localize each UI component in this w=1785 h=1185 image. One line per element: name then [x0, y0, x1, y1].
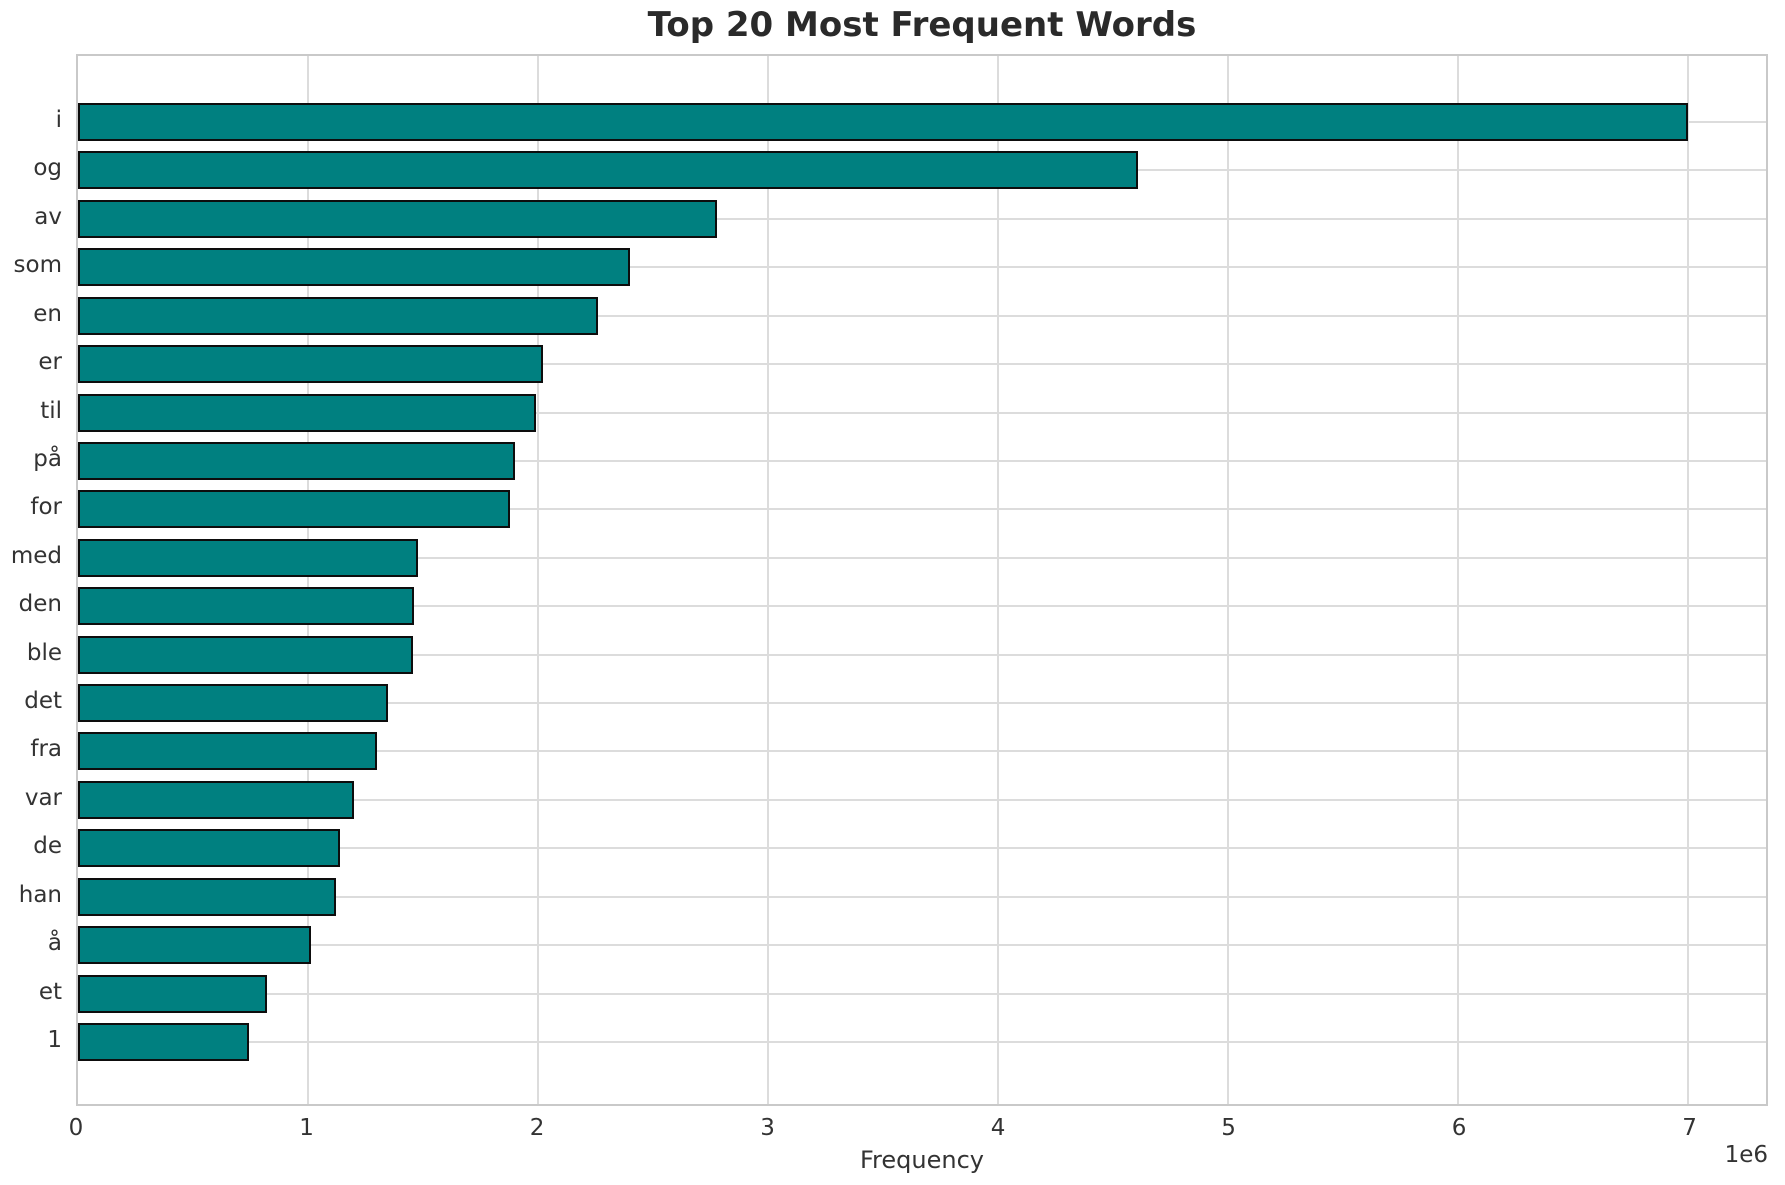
bar-fra	[78, 732, 377, 771]
y-tick-label: for	[30, 494, 62, 521]
y-tick-label: er	[38, 349, 62, 376]
y-tick-label: av	[34, 203, 62, 230]
gridline-horizontal	[78, 508, 1766, 511]
bar-med	[78, 538, 419, 577]
x-tick-label: 6	[1451, 1115, 1467, 1141]
y-tick-label: et	[38, 978, 62, 1005]
bar-på	[78, 441, 515, 480]
gridline-vertical	[1226, 56, 1229, 1104]
gridline-horizontal	[78, 702, 1766, 705]
gridline-vertical	[996, 56, 999, 1104]
gridline-vertical	[1686, 56, 1689, 1104]
y-tick-label: med	[10, 542, 62, 569]
gridline-horizontal	[78, 750, 1766, 753]
y-tick-label: det	[24, 688, 62, 715]
bar-var	[78, 780, 354, 819]
bar-en	[78, 296, 598, 335]
plot-area	[76, 54, 1768, 1106]
x-tick-label: 5	[1221, 1115, 1236, 1141]
y-tick-label: ble	[26, 639, 62, 666]
bar-er	[78, 345, 543, 384]
y-tick-label: i	[55, 107, 62, 133]
bar-i	[78, 103, 1688, 141]
y-tick-label: som	[13, 252, 62, 279]
gridline-horizontal	[78, 556, 1766, 559]
gridline-horizontal	[78, 653, 1766, 656]
gridline-vertical	[536, 56, 539, 1104]
gridline-horizontal	[78, 363, 1766, 366]
bar-han	[78, 877, 336, 916]
x-tick-label: 1	[299, 1115, 314, 1141]
bar-til	[78, 393, 536, 432]
bar-å	[78, 926, 312, 965]
gridline-horizontal	[78, 266, 1766, 269]
gridline-horizontal	[78, 847, 1766, 850]
x-tick-label: 0	[68, 1115, 84, 1141]
y-tick-label: de	[33, 833, 62, 860]
y-tick-label: den	[18, 591, 62, 618]
gridline-horizontal	[78, 459, 1766, 462]
y-tick-label: fra	[30, 736, 62, 763]
bar-og	[78, 151, 1139, 190]
bar-for	[78, 490, 511, 529]
y-tick-label: en	[33, 300, 62, 327]
bar-den	[78, 587, 414, 626]
x-tick-label: 2	[529, 1115, 545, 1141]
gridline-horizontal	[78, 944, 1766, 947]
y-tick-label: 1	[47, 1027, 62, 1053]
gridline-horizontal	[78, 605, 1766, 608]
y-tick-label: på	[33, 445, 62, 472]
gridline-horizontal	[78, 314, 1766, 317]
gridline-horizontal	[78, 798, 1766, 801]
bar-1	[78, 1023, 250, 1061]
y-tick-label: å	[47, 930, 62, 957]
y-tick-label: var	[24, 784, 62, 811]
gridline-horizontal	[78, 411, 1766, 414]
y-tick-label: han	[18, 881, 62, 908]
gridline-horizontal	[78, 217, 1766, 220]
x-axis-label: Frequency	[860, 1146, 984, 1174]
gridline-vertical	[306, 56, 309, 1104]
gridline-horizontal	[78, 1041, 1766, 1043]
y-tick-label: til	[40, 397, 62, 424]
chart-title: Top 20 Most Frequent Words	[647, 5, 1197, 45]
bar-ble	[78, 635, 413, 674]
gridline-horizontal	[78, 992, 1766, 995]
gridline-horizontal	[78, 895, 1766, 898]
gridline-vertical	[766, 56, 769, 1104]
x-tick-label: 4	[990, 1115, 1006, 1141]
gridline-vertical	[1456, 56, 1459, 1104]
x-axis-offset-label: 1e6	[1724, 1142, 1768, 1168]
x-tick-label: 3	[760, 1115, 775, 1141]
bar-som	[78, 248, 630, 287]
bar-av	[78, 199, 718, 238]
bar-det	[78, 684, 389, 723]
x-tick-label: 7	[1682, 1115, 1697, 1141]
bar-de	[78, 829, 341, 868]
bar-et	[78, 974, 267, 1013]
y-tick-label: og	[33, 155, 62, 182]
